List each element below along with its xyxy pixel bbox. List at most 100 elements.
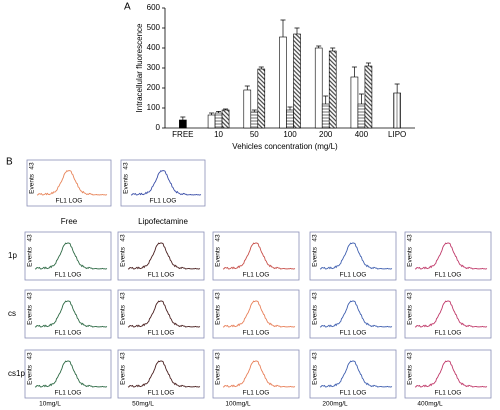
bar [207,114,216,129]
bar [314,47,323,129]
bar [357,103,366,129]
bar [364,65,373,129]
histogram-panel: Events 43 FL1 LOG [404,349,492,399]
x-axis-label: FL1 LOG [435,330,462,337]
panel-frame [117,231,205,281]
column-label: 100mg/L [225,401,251,408]
histogram-trace [319,360,393,388]
error-bar [358,93,364,104]
bar [393,92,401,129]
y-max-label: 43 [215,234,222,242]
bar [321,103,330,129]
panel-frame [309,231,397,281]
bar [257,68,266,129]
row-label: cs [8,309,16,318]
histogram-trace [222,360,296,388]
x-axis-label: FL1 LOG [150,198,177,205]
panel-frame [120,159,206,207]
bar [214,112,223,129]
x-axis-label: FL1 LOG [340,390,367,397]
error-bar [280,19,286,37]
x-tick-label: 10 [214,130,223,139]
y-max-label: 43 [215,352,222,360]
x-axis-label: FL1 LOG [435,390,462,397]
column-label: 10mg/L [39,401,61,408]
x-axis-label: FL1 LOG [56,198,83,205]
histogram-panel: Events 43 FL1 LOG [24,289,112,339]
histogram-panel: Events 43 FL1 LOG [117,349,205,399]
panel-frame [404,349,492,399]
histogram-panel: Events 43 FL1 LOG [117,231,205,281]
y-axis-label: Events [407,246,414,267]
column-label: 50mg/L [132,401,154,408]
y-max-label: 43 [120,352,127,360]
x-tick-label: 400 [355,130,369,139]
y-max-label: 43 [407,292,414,300]
histogram-trace [34,300,108,328]
x-axis-label: FL1 LOG [148,272,175,279]
x-axis-title: Vehicles concentration (mg/L) [232,142,338,151]
x-axis-label: FL1 LOG [243,330,270,337]
error-bar [330,47,336,51]
histogram-panel: Events 43 FL1 LOG [24,231,112,281]
panel-frame [24,231,112,281]
histogram-trace [414,242,488,270]
error-bar [351,66,357,77]
x-tick-label: 200 [319,130,333,139]
y-max-label: 43 [407,352,414,360]
error-bar [216,111,222,113]
panel-frame [309,289,397,339]
histogram-trace [34,360,108,388]
histogram-trace [319,300,393,328]
error-bar [294,27,300,34]
y-axis-label: Events [215,304,222,325]
bar [250,111,259,129]
x-tick-label: 50 [250,130,259,139]
y-max-label: 43 [27,292,34,300]
panel-label: A [124,2,131,13]
y-axis-label: Events [27,304,34,325]
bar [179,119,187,129]
y-max-label: 43 [27,234,34,242]
y-axis-label: Events [123,173,130,194]
y-axis-label: Events [407,364,414,385]
histogram-trace [127,300,201,328]
histogram-trace [36,170,108,196]
bar [243,89,252,129]
bar [328,50,337,129]
y-axis-label: Events [120,364,127,385]
panel-frame [212,289,300,339]
y-max-label: 43 [123,162,130,170]
error-bar [223,108,229,110]
error-bar [316,45,322,48]
y-max-label: 43 [312,234,319,242]
y-max-label: 43 [215,292,222,300]
y-max-label: 43 [312,352,319,360]
histogram-panel: Events 43 FL1 LOG [212,289,300,339]
x-axis-label: FL1 LOG [148,390,175,397]
histogram-trace [319,242,393,270]
error-bar [180,116,186,120]
error-bar [258,66,264,69]
bar [286,109,294,129]
column-label: 200mg/L [322,401,348,408]
y-tick-label: 500 [147,23,161,32]
histogram-trace [127,360,201,388]
y-tick-label: 300 [147,63,161,72]
histogram-panel: Events 43 FL1 LOG [24,349,112,399]
panel-frame [24,349,112,399]
y-max-label: 43 [29,162,36,170]
y-axis-label: Events [27,246,34,267]
control-label: Lipofectamine [138,217,188,226]
column-label: 400mg/L [417,401,443,408]
panel-frame [26,159,112,207]
y-max-label: 43 [120,234,127,242]
histogram-panel: Events 43 FL1 LOG [26,159,112,207]
y-tick-label: 200 [147,83,161,92]
x-tick-label: LIPO [388,130,406,139]
histogram-trace [414,360,488,388]
histogram-trace [222,242,296,270]
histogram-panel: Events 43 FL1 LOG [404,231,492,281]
y-axis-label: Events [29,173,36,194]
